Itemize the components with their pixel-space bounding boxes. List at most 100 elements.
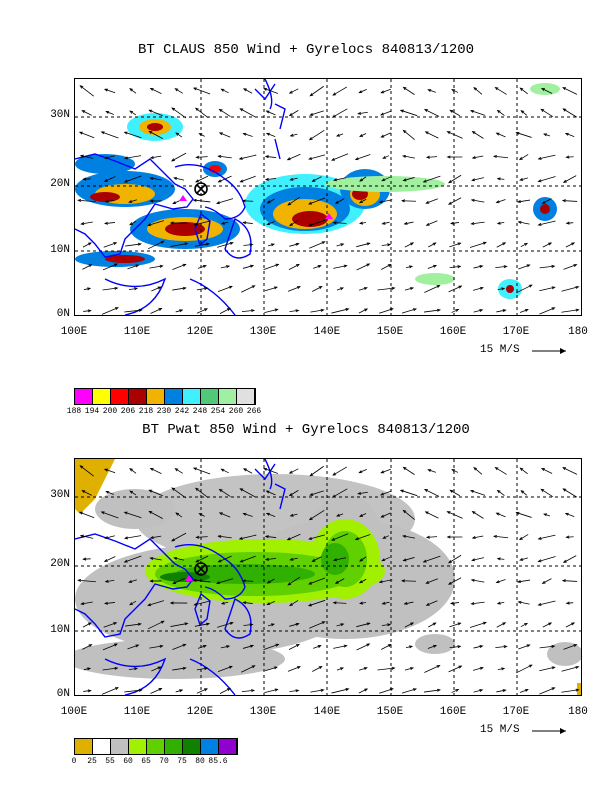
wind-arrow-head <box>540 88 545 92</box>
wind-arrow-head <box>88 264 93 268</box>
wind-arrow <box>423 689 441 693</box>
wind-arrow <box>426 198 438 204</box>
wind-arrow <box>287 196 301 206</box>
wind-arrow-head <box>228 665 233 669</box>
wind-arrow-head <box>158 688 163 691</box>
wind-arrow-head <box>289 177 294 181</box>
wind-arrow <box>451 469 459 473</box>
wind-arrow <box>80 85 94 97</box>
wind-arrow-head <box>129 88 133 92</box>
wind-arrow-head <box>479 265 484 269</box>
wind-arrow-head <box>422 559 427 563</box>
wind-arrow <box>171 532 187 542</box>
wind-arrow-head <box>239 108 244 112</box>
wind-arrow-head <box>296 643 300 647</box>
wind-arrow-head <box>503 645 508 649</box>
wind-arrow-head <box>446 131 451 135</box>
p2-lat-label: 30N <box>50 489 70 501</box>
wind-arrow <box>241 309 255 313</box>
wind-arrow-head <box>482 241 487 245</box>
wind-arrow <box>150 155 162 159</box>
wind-arrow <box>404 622 414 628</box>
wind-arrow-head <box>241 199 246 203</box>
wind-arrow <box>264 308 278 314</box>
wind-arrow <box>359 198 367 204</box>
wind-arrow-head <box>149 199 154 203</box>
wind-arrow-head <box>114 263 118 267</box>
colorbar-swatch <box>75 739 93 754</box>
colorbar-label: 266 <box>246 407 262 416</box>
colorbar-swatch <box>129 739 147 754</box>
wind-arrow <box>402 155 416 159</box>
wind-arrow-head <box>451 469 456 473</box>
wind-arrow-head <box>148 510 153 514</box>
wind-arrow <box>127 264 139 270</box>
wind-arrow-head <box>334 200 339 204</box>
wind-arrow-head <box>309 492 314 496</box>
wind-arrow-head <box>195 559 200 563</box>
wind-arrow-head <box>380 492 385 496</box>
colorbar-label: 25 <box>87 757 97 766</box>
wind-arrow-head <box>123 131 128 135</box>
wind-arrow <box>359 468 367 474</box>
wind-arrow-head <box>169 221 174 225</box>
wind-arrow <box>543 133 551 137</box>
wind-arrow-head <box>335 513 340 517</box>
colorbar-swatch <box>147 389 165 404</box>
wind-arrow <box>309 241 325 249</box>
wind-arrow <box>308 599 326 607</box>
wind-arrow-head <box>524 688 529 692</box>
wind-arrow-head <box>518 536 523 541</box>
wind-arrow-head <box>295 689 300 693</box>
wind-arrow <box>194 623 210 627</box>
wind-arrow <box>332 108 348 118</box>
wind-arrow <box>566 602 574 604</box>
wind-arrow-head <box>241 579 246 583</box>
wind-arrow <box>448 197 462 205</box>
colorbar-label: 206 <box>120 407 136 416</box>
wind-arrow <box>124 175 142 183</box>
wind-arrow-head <box>123 156 128 160</box>
wind-arrow-head <box>149 155 154 159</box>
colorbar-label: 55 <box>105 757 115 766</box>
wind-arrow-head <box>448 180 452 184</box>
wind-arrow-head <box>479 666 484 670</box>
colorbar-label: 218 <box>138 407 154 416</box>
wind-arrow <box>149 109 163 117</box>
wind-arrow <box>287 153 301 161</box>
wind-arrow-head <box>172 581 177 585</box>
wind-arrow-head <box>288 492 293 497</box>
wind-arrow <box>104 88 116 94</box>
wind-arrow-head <box>275 643 280 647</box>
wind-arrow-head <box>494 87 499 91</box>
wind-arrow-head <box>565 535 570 539</box>
wind-arrow-head <box>114 687 119 691</box>
wind-arrow-head <box>249 243 254 247</box>
wind-arrow <box>358 308 368 314</box>
wind-arrow <box>426 156 438 158</box>
wind-arrow <box>288 644 300 650</box>
colorbar-swatch <box>201 739 219 754</box>
wind-arrow-head <box>402 534 407 538</box>
wind-arrow <box>543 513 551 517</box>
wind-arrow-head <box>289 222 293 227</box>
wind-arrow-head <box>169 601 174 605</box>
wind-arrow <box>563 264 577 270</box>
wind-arrow-head <box>202 265 207 268</box>
wind-arrow-head <box>458 285 463 289</box>
wind-arrow <box>449 242 461 248</box>
colorbar-label: 194 <box>84 407 100 416</box>
wind-arrow-head <box>562 488 567 492</box>
wind-arrow-head <box>359 221 364 225</box>
wind-arrow-head <box>366 263 371 267</box>
wind-arrow-head <box>229 241 234 245</box>
p2-lon-label: 120E <box>186 706 214 718</box>
wind-arrow <box>289 88 299 94</box>
wind-arrow-head <box>455 309 460 312</box>
wind-arrow-head <box>363 287 368 290</box>
wind-arrow <box>497 490 505 496</box>
wind-arrow <box>219 132 231 138</box>
wind-arrow-head <box>381 601 386 605</box>
wind-arrow-head <box>104 156 109 160</box>
wind-arrow <box>356 242 370 248</box>
